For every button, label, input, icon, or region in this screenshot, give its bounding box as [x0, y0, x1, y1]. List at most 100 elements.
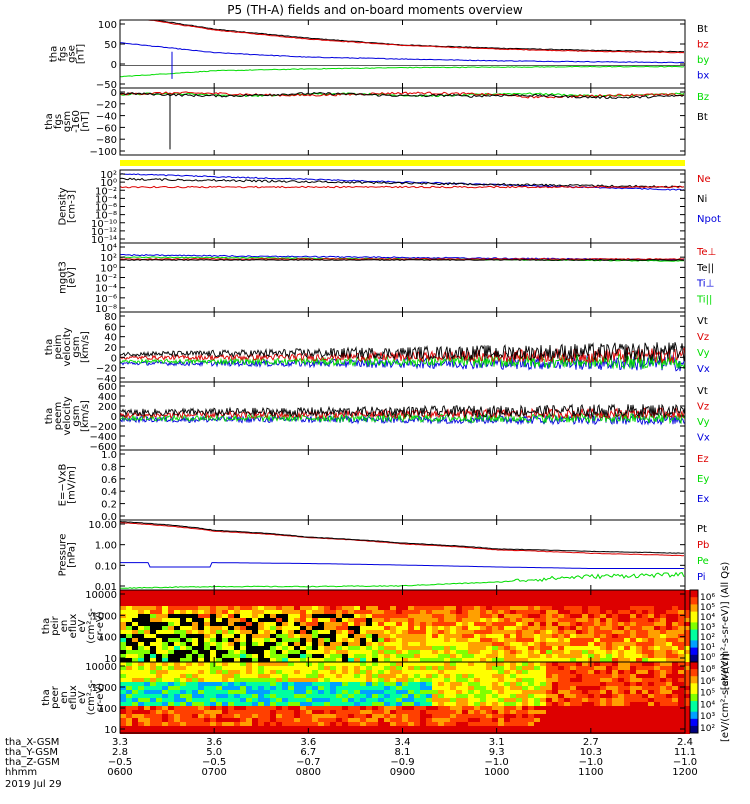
spectrogram-cell — [306, 714, 312, 718]
spectrogram-cell — [486, 682, 492, 686]
spectrogram-cell — [276, 674, 282, 678]
spectrogram-cell — [630, 650, 636, 654]
spectrogram-cell — [654, 634, 660, 638]
spectrogram-cell — [576, 722, 582, 726]
spectrogram-cell — [294, 690, 300, 694]
spectrogram-cell — [642, 590, 648, 594]
spectrogram-cell — [510, 626, 516, 630]
series-vt — [119, 342, 686, 362]
colorbar-tick-label: 10⁸ — [700, 665, 715, 675]
spectrogram-cell — [462, 682, 468, 686]
spectrogram-cell — [402, 602, 408, 606]
spectrogram-cell — [336, 678, 342, 682]
spectrogram-cell — [558, 626, 564, 630]
spectrogram-cell — [282, 646, 288, 650]
spectrogram-cell — [378, 690, 384, 694]
spectrogram-cell — [456, 602, 462, 606]
spectrogram-cell — [438, 730, 444, 734]
spectrogram-cell — [600, 622, 606, 626]
spectrogram-cell — [660, 690, 666, 694]
spectrogram-cell — [258, 618, 264, 622]
spectrogram-cell — [240, 650, 246, 654]
spectrogram-cell — [210, 646, 216, 650]
spectrogram-cell — [288, 678, 294, 682]
spectrogram-cell — [438, 618, 444, 622]
spectrogram-cell — [150, 690, 156, 694]
spectrogram-cell — [624, 714, 630, 718]
y-tick-label: −400 — [90, 432, 117, 443]
spectrogram-cell — [522, 614, 528, 618]
spectrogram-cell — [414, 618, 420, 622]
spectrogram-cell — [462, 686, 468, 690]
spectrogram-cell — [198, 630, 204, 634]
y-axis-label: [nPa] — [67, 542, 78, 568]
spectrogram-cell — [672, 662, 678, 666]
y-axis-label: eflux — [68, 614, 79, 639]
spectrogram-cell — [222, 618, 228, 622]
spectrogram-cell — [474, 730, 480, 734]
spectrogram-cell — [366, 730, 372, 734]
spectrogram-cell — [372, 678, 378, 682]
spectrogram-cell — [336, 718, 342, 722]
spectrogram-cell — [270, 618, 276, 622]
spectrogram-cell — [222, 718, 228, 722]
spectrogram-cell — [600, 714, 606, 718]
spectrogram-cell — [186, 634, 192, 638]
spectrogram-cell — [300, 614, 306, 618]
spectrogram-cell — [282, 686, 288, 690]
spectrogram-cell — [390, 614, 396, 618]
spectrogram-cell — [246, 690, 252, 694]
spectrogram-cell — [438, 718, 444, 722]
spectrogram-cell — [132, 590, 138, 594]
spectrogram-cell — [330, 714, 336, 718]
spectrogram-cell — [324, 590, 330, 594]
spectrogram-cell — [366, 650, 372, 654]
spectrogram-cell — [552, 606, 558, 610]
spectrogram-cell — [378, 654, 384, 658]
spectrogram-cell — [642, 610, 648, 614]
spectrogram-cell — [630, 702, 636, 706]
spectrogram-cell — [306, 682, 312, 686]
spectrogram-cell — [462, 594, 468, 598]
spectrogram-cell — [336, 694, 342, 698]
spectrogram-cell — [300, 650, 306, 654]
spectrogram-cell — [564, 626, 570, 630]
spectrogram-cell — [432, 626, 438, 630]
spectrogram-cell — [360, 710, 366, 714]
spectrogram-cell — [642, 614, 648, 618]
spectrogram-cell — [456, 674, 462, 678]
spectrogram-cell — [624, 590, 630, 594]
spectrogram-cell — [258, 654, 264, 658]
spectrogram-cell — [402, 666, 408, 670]
spectrogram-cell — [276, 662, 282, 666]
spectrogram-cell — [186, 614, 192, 618]
spectrogram-cell — [444, 598, 450, 602]
spectrogram-cell — [156, 662, 162, 666]
spectrogram-cell — [360, 666, 366, 670]
spectrogram-cell — [120, 650, 126, 654]
spectrogram-cell — [228, 706, 234, 710]
spectrogram-cell — [390, 594, 396, 598]
spectrogram-cell — [564, 614, 570, 618]
spectrogram-cell — [468, 594, 474, 598]
spectrogram-cell — [408, 690, 414, 694]
spectrogram-cell — [210, 678, 216, 682]
spectrogram-cell — [318, 594, 324, 598]
spectrogram-cell — [192, 642, 198, 646]
y-tick-label: 600 — [98, 382, 117, 393]
spectrogram-cell — [528, 654, 534, 658]
series-bx — [120, 42, 685, 64]
spectrogram-cell — [402, 714, 408, 718]
spectrogram-cell — [636, 722, 642, 726]
spectrogram-cell — [594, 714, 600, 718]
spectrogram-cell — [660, 710, 666, 714]
spectrogram-cell — [216, 714, 222, 718]
spectrogram-cell — [342, 730, 348, 734]
colorbar-cell — [690, 690, 698, 695]
spectrogram-cell — [624, 650, 630, 654]
spectrogram-cell — [354, 686, 360, 690]
spectrogram-cell — [270, 614, 276, 618]
spectrogram-cell — [150, 634, 156, 638]
spectrogram-cell — [678, 654, 684, 658]
spectrogram-cell — [570, 698, 576, 702]
